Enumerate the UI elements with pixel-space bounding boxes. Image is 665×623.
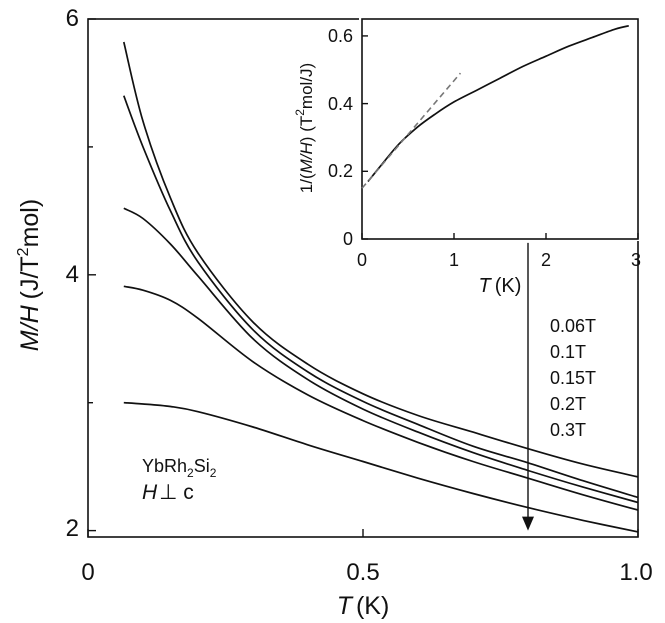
- inset-y-axis-label-post: mol/J): [297, 63, 316, 109]
- x-tick-label-2: 1.0: [619, 559, 652, 586]
- legend-label-4: 0.3T: [550, 420, 586, 440]
- inset-series-data: [367, 24, 629, 183]
- inset-y-tick-label-1: 0.2: [328, 161, 353, 181]
- y-axis-label-var: M/H: [16, 304, 44, 351]
- legend-label-3: 0.2T: [550, 394, 586, 414]
- field-axis: c: [177, 481, 193, 504]
- compound-pre: YbRh: [142, 456, 187, 476]
- compound-sub1: 2: [187, 466, 194, 480]
- inset-y-axis-label-pre: 1/(: [297, 173, 316, 193]
- inset-x-tick-label-0: 0: [357, 250, 367, 270]
- field-var: H: [142, 481, 158, 504]
- compound-sub2: 2: [210, 466, 217, 480]
- inset-series-group: [361, 24, 629, 189]
- x-axis-label: T (K): [337, 592, 390, 620]
- inset-series-linear-fit: [361, 72, 462, 189]
- y-tick-label-1: 4: [66, 261, 79, 288]
- inset-x-axis-label: T (K): [479, 275, 522, 297]
- y-axis-label-unit-post: mol): [16, 199, 44, 248]
- series-line-0.3T: [123, 401, 639, 533]
- series-line-0.15T: [123, 207, 639, 504]
- y-axis-label: M/H (J/T2mol): [15, 199, 44, 351]
- legend-label-2: 0.15T: [550, 368, 596, 388]
- x-axis-label-unit: (K): [356, 592, 389, 620]
- inset-y-axis-label-var: M/H: [297, 141, 316, 173]
- inset-x-tick-label-2: 2: [541, 250, 551, 270]
- inset-x-axis-label-var: T: [479, 275, 493, 297]
- inset-x-tick-label-1: 1: [449, 250, 459, 270]
- inset-y-tick-label-0: 0: [343, 229, 353, 249]
- inset-y-axis-label-sup: 2: [293, 109, 307, 116]
- inset-x-tick-label-3: 3: [631, 250, 641, 270]
- x-tick-label-0: 0: [81, 559, 94, 586]
- x-tick-label-1: 0.5: [346, 559, 379, 586]
- main-axis-ticks: [87, 18, 639, 537]
- y-axis-label-unit-pre: (J/T: [16, 256, 44, 299]
- field-orientation-label: H⊥ c: [142, 481, 194, 504]
- legend-label-0: 0.06T: [550, 316, 596, 336]
- compound-mid: Si: [194, 456, 210, 476]
- y-tick-label-0: 2: [66, 515, 79, 542]
- inset-y-tick-label-2: 0.4: [328, 94, 353, 114]
- inset-y-axis-label: 1/(M/H) (T2mol/J): [293, 63, 316, 193]
- y-tick-label-2: 6: [66, 5, 79, 32]
- legend-label-1: 0.1T: [550, 342, 586, 362]
- inset-x-axis-label-unit: (K): [495, 275, 522, 297]
- x-axis-label-var: T: [337, 592, 354, 620]
- inset-plot-frame: [361, 18, 639, 240]
- inset-y-axis-label-mid: ) (T: [297, 116, 316, 142]
- inset-y-tick-label-3: 0.6: [328, 26, 353, 46]
- inset-background: [359, 16, 641, 241]
- field-perp-symbol: ⊥: [159, 481, 177, 504]
- inset-axis-ticks: [361, 35, 639, 240]
- y-axis-label-sup: 2: [15, 247, 32, 256]
- series-line-0.2T: [123, 285, 639, 511]
- field-arrow-head: [522, 516, 534, 531]
- compound-label: YbRh2Si2: [142, 456, 217, 480]
